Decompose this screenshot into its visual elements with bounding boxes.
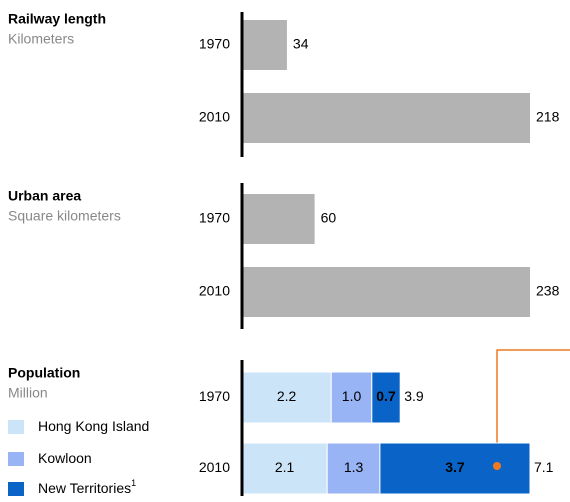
marks: Railway length Kilometers 1970 2010 34 218 Urb… xyxy=(8,11,560,496)
segment-label: 0.7 xyxy=(376,388,396,404)
legend-label: Kowloon xyxy=(38,450,92,466)
total-label: 7.1 xyxy=(534,459,554,475)
bar-segment xyxy=(241,442,328,495)
category-label: 1970 xyxy=(199,210,230,226)
panel-title: Urban area xyxy=(8,188,81,204)
bar xyxy=(242,20,287,70)
bar-segment xyxy=(379,442,531,495)
value-label: 34 xyxy=(293,36,309,52)
legend-name: Kowloon xyxy=(38,450,92,466)
value-label: 238 xyxy=(536,283,560,299)
panel-subtitle: Kilometers xyxy=(8,31,74,47)
legend-label: Hong Kong Island xyxy=(38,418,149,434)
annotation-line xyxy=(496,349,570,466)
segment-label: 2.1 xyxy=(275,459,295,475)
category-label: 1970 xyxy=(199,36,230,52)
category-label: 2010 xyxy=(199,283,230,299)
footnote-marker: 1 xyxy=(131,478,136,488)
bar xyxy=(242,93,530,143)
segment-label: 3.7 xyxy=(445,459,465,475)
legend-name: New Territories xyxy=(38,480,131,496)
category-label: 2010 xyxy=(199,109,230,125)
category-label: 1970 xyxy=(199,388,230,404)
bar xyxy=(242,194,315,244)
segment-label: 2.2 xyxy=(277,388,297,404)
bar xyxy=(242,267,530,317)
total-label: 3.9 xyxy=(404,388,424,404)
panel-subtitle: Square kilometers xyxy=(8,208,121,224)
value-label: 218 xyxy=(536,109,560,125)
segment-label: 1.3 xyxy=(344,459,364,475)
bar-segment xyxy=(371,371,401,424)
legend-label: New Territories1 xyxy=(38,478,136,495)
legend-swatch xyxy=(8,420,24,434)
value-label: 60 xyxy=(321,210,337,226)
bar-segment xyxy=(326,442,381,495)
legend-swatch xyxy=(8,452,24,466)
panel-title: Railway length xyxy=(8,11,106,27)
annotation-dot xyxy=(493,462,501,470)
legend-swatch xyxy=(8,482,24,496)
category-label: 2010 xyxy=(199,459,230,475)
panel-subtitle: Million xyxy=(8,385,48,401)
panel-title: Population xyxy=(8,365,80,381)
bar-segment xyxy=(241,371,332,424)
segment-label: 1.0 xyxy=(342,388,362,404)
legend-name: Hong Kong Island xyxy=(38,418,149,434)
bar-segment xyxy=(330,371,373,424)
